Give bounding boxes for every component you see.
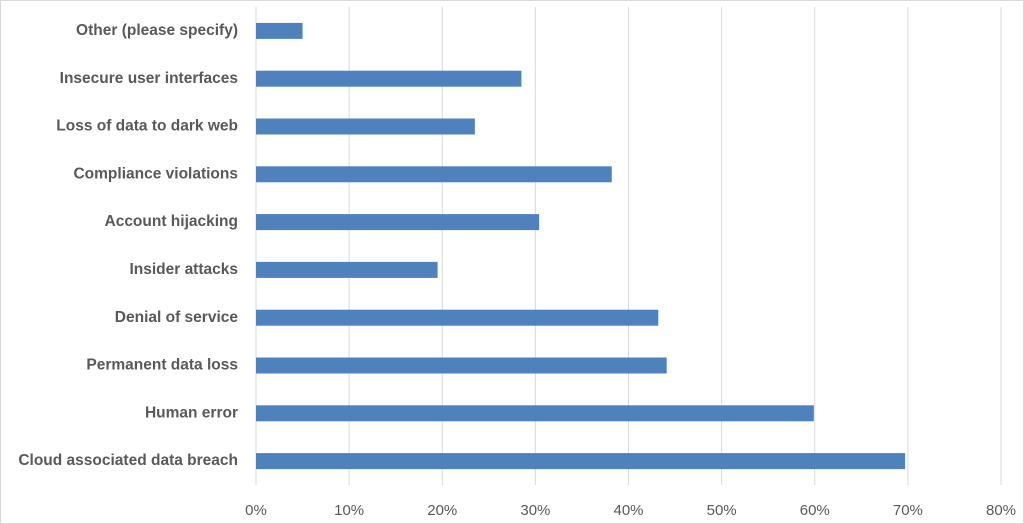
bar xyxy=(256,309,659,326)
bar xyxy=(256,118,475,135)
bar xyxy=(256,453,906,470)
x-tick-label: 80% xyxy=(986,502,1016,519)
y-tick-label: Cloud associated data breach xyxy=(18,452,238,469)
y-tick-label: Loss of data to dark web xyxy=(56,118,238,135)
bar xyxy=(256,214,540,231)
bar xyxy=(256,22,303,39)
y-tick-label: Insecure user interfaces xyxy=(60,70,238,87)
bar xyxy=(256,261,438,278)
bar xyxy=(256,70,522,87)
y-tick-label: Compliance violations xyxy=(73,165,238,182)
x-tick-label: 70% xyxy=(893,502,923,519)
bar xyxy=(256,166,612,183)
x-tick-label: 60% xyxy=(800,502,830,519)
y-tick-label: Human error xyxy=(145,404,238,421)
y-tick-label: Insider attacks xyxy=(129,261,238,278)
y-tick-label: Other (please specify) xyxy=(76,22,238,39)
bar xyxy=(256,405,814,422)
x-tick-label: 50% xyxy=(707,502,737,519)
bar xyxy=(256,357,667,374)
x-tick-label: 0% xyxy=(245,502,267,519)
x-tick-label: 20% xyxy=(427,502,457,519)
y-tick-label: Denial of service xyxy=(115,309,239,326)
y-tick-label: Account hijacking xyxy=(105,213,239,230)
x-tick-label: 30% xyxy=(520,502,550,519)
y-tick-label: Permanent data loss xyxy=(86,357,238,374)
x-tick-label: 40% xyxy=(613,502,643,519)
x-tick-label: 10% xyxy=(334,502,364,519)
